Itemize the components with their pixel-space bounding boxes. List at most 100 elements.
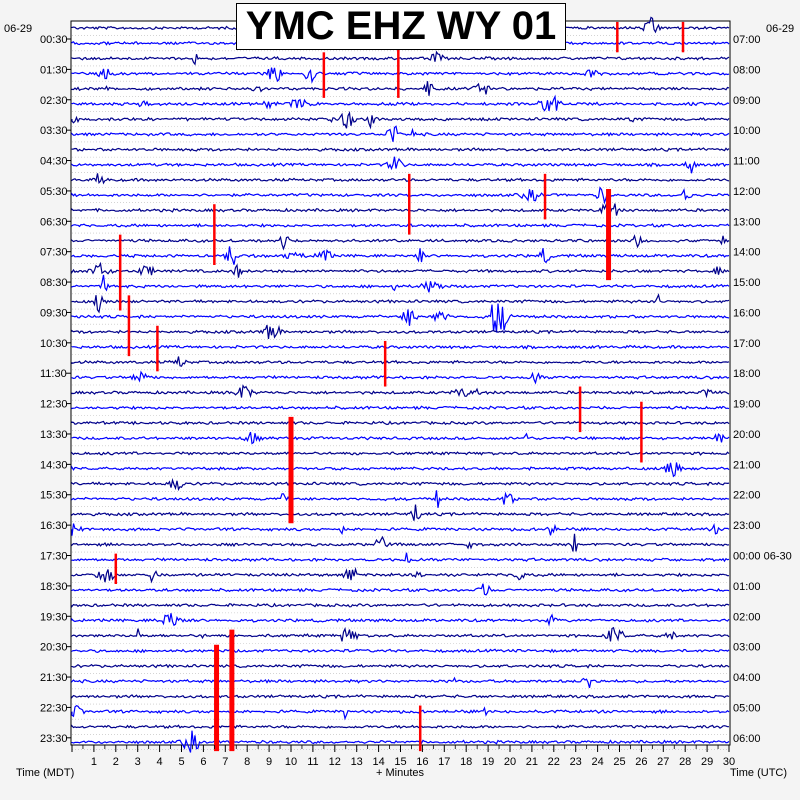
seismic-trace [71, 222, 730, 228]
left-tick-label: 00:30 [40, 34, 68, 46]
seismic-trace [71, 156, 730, 174]
x-tick-label: 30 [723, 756, 735, 768]
seismic-trace [71, 344, 730, 350]
x-tick-label: 9 [266, 756, 272, 768]
x-tick-label: 14 [372, 756, 384, 768]
x-tick-label: 3 [135, 756, 141, 768]
x-axis-ticks: 1 2 3 4 5 6 7 8 9 10 11 12 13 14 15 16 17 18 19 20 21 22 23 24 2… [71, 745, 735, 768]
seismic-trace [71, 81, 730, 96]
right-tick-label: 06:00 [733, 733, 761, 745]
seismic-trace [71, 261, 730, 278]
x-tick-label: 21 [526, 756, 538, 768]
seismic-trace [71, 504, 730, 521]
left-tick-label: 03:30 [40, 125, 68, 137]
x-tick-label: 27 [657, 756, 669, 768]
x-tick-label: 26 [635, 756, 647, 768]
left-tick-label: 07:30 [40, 247, 68, 259]
seismic-trace [71, 533, 730, 552]
right-tick-label: 23:00 [733, 520, 761, 532]
left-tick-label: 05:30 [40, 186, 68, 198]
seismic-trace [71, 522, 730, 536]
seismic-trace [71, 110, 730, 130]
seismic-trace [71, 370, 730, 385]
x-tick-label: 29 [701, 756, 713, 768]
right-tick-label: 01:00 [733, 581, 761, 593]
left-axis-ticks: 00:30 01:30 02:30 03:30 04:30 05:30 06:30 07:30… [40, 34, 71, 745]
seismic-trace [71, 566, 729, 584]
seismic-trace [71, 663, 730, 669]
right-tick-label: 14:00 [733, 247, 761, 259]
right-tick-label: 00:00 06-30 [733, 551, 792, 563]
right-tick-label: 07:00 [733, 34, 761, 46]
seismic-trace [71, 648, 730, 654]
left-tick-label: 23:30 [40, 733, 68, 745]
left-date-label: 06-29 [4, 23, 32, 35]
seismic-trace [71, 552, 730, 563]
right-tick-label: 13:00 [733, 216, 761, 228]
seismic-trace [71, 274, 730, 293]
seismic-trace [71, 613, 730, 627]
right-tick-label: 21:00 [733, 459, 761, 471]
right-date-label: 06-29 [766, 23, 794, 35]
right-tick-label: 10:00 [733, 125, 761, 137]
x-tick-label: 13 [351, 756, 363, 768]
left-tick-label: 22:30 [40, 702, 68, 714]
chart-title-box: YMC EHZ WY 01 [236, 3, 566, 50]
left-tick-label: 14:30 [40, 459, 68, 471]
x-tick-label: 24 [591, 756, 603, 768]
seismic-trace [71, 173, 730, 185]
left-tick-label: 11:30 [40, 368, 67, 380]
right-tick-label: 22:00 [733, 490, 761, 502]
left-tick-label: 02:30 [40, 95, 68, 107]
seismic-trace [71, 67, 730, 84]
right-axis-ticks: 07:00 08:00 09:00 10:00 11:00 12:00 13:00 14:00… [733, 34, 792, 745]
left-axis-label: Time (MDT) [16, 767, 74, 779]
right-tick-label: 03:00 [733, 642, 761, 654]
x-tick-label: 23 [570, 756, 582, 768]
right-tick-label: 18:00 [733, 368, 761, 380]
right-tick-label: 17:00 [733, 338, 761, 350]
right-tick-label: 11:00 [733, 156, 760, 168]
x-tick-label: 28 [679, 756, 691, 768]
seismic-trace [71, 356, 730, 367]
left-tick-label: 10:30 [40, 338, 68, 350]
seismic-trace [71, 125, 730, 142]
seismic-trace [71, 405, 730, 411]
x-tick-label: 11 [307, 756, 318, 768]
right-tick-label: 16:00 [733, 307, 761, 319]
chart-title: YMC EHZ WY 01 [245, 4, 557, 48]
x-tick-label: 17 [438, 756, 450, 768]
right-tick-label: 02:00 [733, 611, 761, 623]
right-axis-label: Time (UTC) [730, 767, 787, 779]
left-tick-label: 04:30 [40, 156, 68, 168]
x-tick-label: 7 [222, 756, 228, 768]
seismic-trace [71, 186, 730, 205]
x-tick-label: 10 [285, 756, 297, 768]
x-tick-label: 8 [244, 756, 250, 768]
seismic-trace [71, 730, 730, 753]
left-tick-label: 01:30 [40, 64, 68, 76]
seismic-traces [71, 16, 730, 753]
seismic-trace [71, 324, 730, 339]
x-tick-label: 5 [178, 756, 184, 768]
left-tick-label: 19:30 [40, 611, 68, 623]
left-tick-label: 17:30 [40, 551, 68, 563]
left-tick-label: 12:30 [40, 399, 68, 411]
right-tick-label: 04:00 [733, 672, 761, 684]
seismic-trace [71, 477, 730, 492]
seismic-trace [71, 246, 730, 265]
left-tick-label: 21:30 [40, 672, 68, 684]
x-tick-label: 18 [460, 756, 472, 768]
right-tick-label: 19:00 [733, 399, 761, 411]
seismic-trace [71, 694, 730, 700]
right-tick-label: 08:00 [733, 64, 761, 76]
seismic-trace [71, 626, 730, 642]
right-tick-label: 15:00 [733, 277, 761, 289]
x-tick-label: 25 [613, 756, 625, 768]
x-tick-label: 19 [482, 756, 494, 768]
seismic-trace [71, 234, 730, 251]
x-tick-label: 20 [504, 756, 516, 768]
left-tick-label: 18:30 [40, 581, 68, 593]
x-tick-label: 22 [548, 756, 560, 768]
